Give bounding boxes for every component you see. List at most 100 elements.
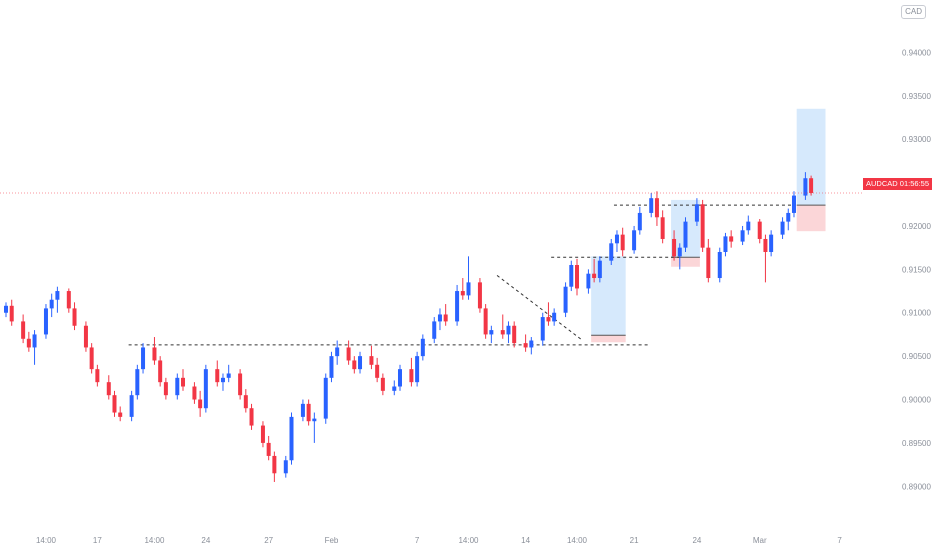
candle [500,314,505,339]
candle [352,356,357,374]
candle [238,369,243,400]
candle [323,373,328,424]
price-tick-label: 0.91000 [902,309,931,318]
candle [283,455,288,478]
candle-body [763,238,768,252]
price-axis[interactable]: 0.940000.935000.930000.925000.920000.915… [902,48,931,491]
candle-body [312,418,317,422]
candle-body [466,282,471,296]
candle-body [637,212,642,231]
candle-body [306,403,311,422]
candle-body [409,369,414,383]
candle [609,238,614,266]
candle [483,304,488,339]
candle [181,369,186,391]
level-lines [128,204,792,346]
candle-body [215,369,220,383]
candle [740,225,745,246]
candle [592,258,597,283]
candle [649,192,654,218]
candle [614,230,619,252]
candle [226,364,231,383]
currency-badge[interactable]: CAD [901,5,926,19]
candle-body [203,369,208,409]
candle-body [369,356,374,365]
candle-body [415,356,420,383]
candle [477,278,482,313]
candle [397,364,402,391]
candle [43,304,48,339]
candle [660,210,665,244]
candle [694,198,699,226]
candle [49,293,54,318]
candle-body [546,317,551,322]
candle-body [181,377,186,387]
candle [489,325,494,344]
price-tick-label: 0.89000 [902,482,931,491]
candle-body [358,356,363,370]
candle-body [226,373,231,378]
price-tick-label: 0.90000 [902,396,931,405]
candle [723,232,728,257]
candle [215,360,220,387]
time-tick-label: 21 [630,536,639,545]
time-tick-label: 14:00 [144,536,165,545]
candle [654,191,659,226]
candle-body [523,343,528,348]
candle [437,308,442,331]
time-tick-label: 24 [692,536,701,545]
candle [220,373,225,391]
candle-body [192,386,197,400]
candle [266,435,271,461]
candle [529,337,534,355]
candle [780,217,785,239]
candle-body [677,247,682,257]
candle [175,373,180,400]
candle-body [289,416,294,461]
candle-body [455,291,460,322]
candle-body [706,247,711,279]
candle [620,227,625,257]
candle [597,256,602,283]
candle [677,243,682,270]
candle-body [375,364,380,378]
candle-body [380,377,385,391]
candle-body [21,321,26,339]
candle [32,330,37,365]
candle-body [575,265,579,289]
time-tick-label: Mar [753,536,767,545]
candle-body [152,347,157,361]
candle [512,321,517,348]
candle-body [809,178,814,193]
candle-body [786,212,791,222]
time-axis[interactable]: 14:00 17 14:00 24 27 Feb 7 14:00 14 14:00 21 24 Mar 7 [36,536,842,545]
candle [192,382,197,404]
candle-body [66,291,71,309]
candle [809,175,814,196]
candle [432,317,437,344]
candle-body [746,221,751,231]
candle [272,451,277,482]
candle-body [769,234,774,252]
candle-body [238,373,243,396]
position-zones [591,108,826,343]
price-tick-label: 0.89500 [902,439,931,448]
candle-body [512,325,517,344]
candle [89,343,94,374]
candle [420,334,425,361]
candle-body [614,234,619,244]
time-tick-label: 17 [93,536,102,545]
candle-body [335,347,340,357]
candle [118,406,123,422]
candle [346,340,351,365]
price-tick-label: 0.91500 [902,265,931,274]
time-tick-label: 14:00 [458,536,479,545]
candle [460,278,465,300]
candle-body [500,330,505,335]
candle-body [569,265,574,287]
candle-body [141,347,146,370]
symbol-label: AUDCAD [866,179,898,188]
candle-body [506,325,511,335]
candle-body [9,305,14,322]
